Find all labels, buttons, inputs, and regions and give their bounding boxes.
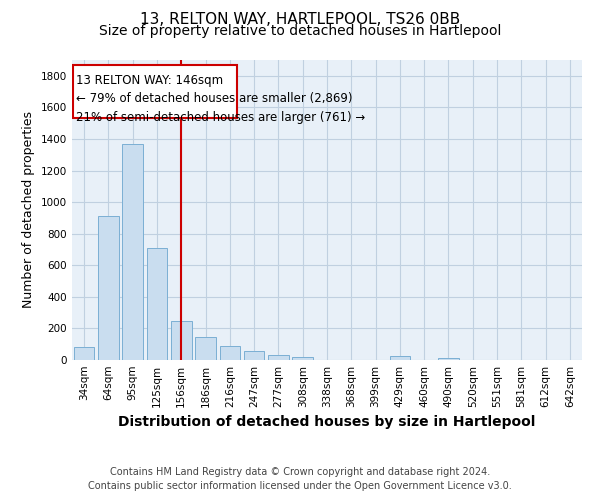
Text: 21% of semi-detached houses are larger (761) →: 21% of semi-detached houses are larger (… [76, 110, 365, 124]
Bar [171, 320, 191, 360]
Y-axis label: Number of detached properties: Number of detached properties [22, 112, 35, 308]
Bar [268, 356, 289, 360]
Bar [146, 248, 167, 360]
Bar [74, 346, 94, 360]
Bar [122, 144, 143, 360]
FancyBboxPatch shape [73, 64, 237, 118]
Text: Size of property relative to detached houses in Hartlepool: Size of property relative to detached ho… [99, 24, 501, 38]
Text: ← 79% of detached houses are smaller (2,869): ← 79% of detached houses are smaller (2,… [76, 92, 352, 106]
Text: 13, RELTON WAY, HARTLEPOOL, TS26 0BB: 13, RELTON WAY, HARTLEPOOL, TS26 0BB [140, 12, 460, 28]
Text: Contains HM Land Registry data © Crown copyright and database right 2024.
Contai: Contains HM Land Registry data © Crown c… [88, 467, 512, 491]
Text: 13 RELTON WAY: 146sqm: 13 RELTON WAY: 146sqm [76, 74, 223, 87]
Bar [292, 357, 313, 360]
Bar [220, 346, 240, 360]
Bar [389, 356, 410, 360]
X-axis label: Distribution of detached houses by size in Hartlepool: Distribution of detached houses by size … [118, 416, 536, 430]
Bar [98, 216, 119, 360]
Bar [438, 358, 459, 360]
Bar [195, 337, 216, 360]
Bar [244, 352, 265, 360]
